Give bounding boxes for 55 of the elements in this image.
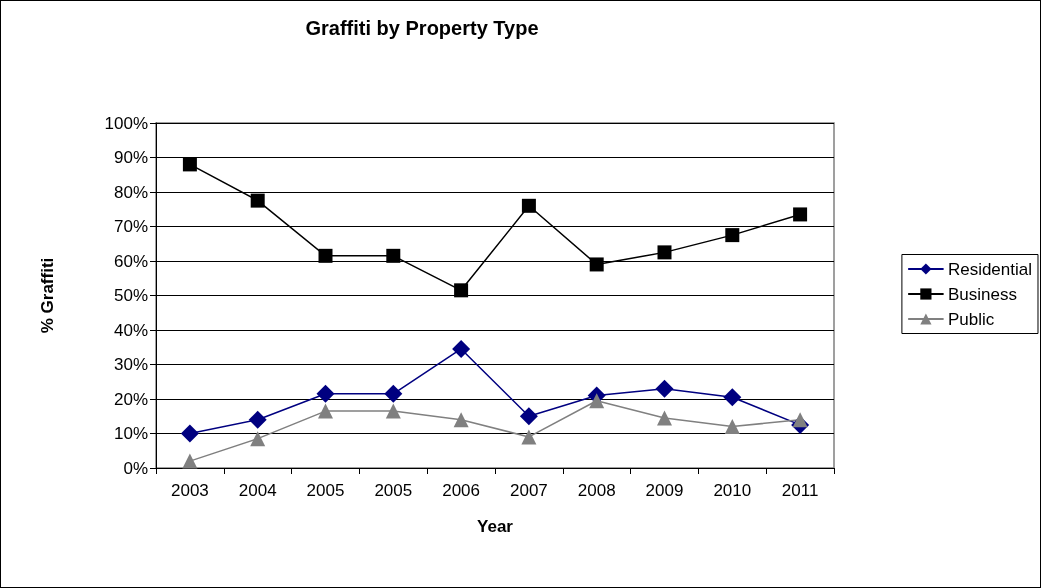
x-tick-label: 2010 [713, 481, 752, 500]
point [519, 407, 538, 426]
point [250, 193, 265, 208]
x-tick-label: 2008 [577, 481, 616, 500]
point [589, 257, 604, 272]
point [724, 419, 740, 435]
point [385, 403, 401, 419]
x-tick-label: 2005 [374, 481, 413, 500]
x-tick-label: 2009 [645, 481, 684, 500]
point [521, 429, 537, 445]
y-tick-label: 10% [113, 424, 148, 443]
legend-label: Residential [947, 259, 1033, 279]
chart-title: Graffiti by Property Type [305, 17, 539, 39]
y-tick-label: 20% [113, 389, 148, 409]
point [384, 384, 403, 403]
point [182, 157, 197, 172]
y-tick-label: 50% [113, 286, 148, 305]
y-tick-label: 80% [113, 182, 148, 202]
legend-label: Business [947, 284, 1017, 304]
point [657, 410, 672, 426]
point [316, 384, 335, 403]
y-tick-label: 90% [113, 148, 148, 167]
point [521, 198, 536, 213]
point [454, 283, 469, 298]
point [453, 412, 469, 428]
point [723, 388, 742, 407]
point [589, 393, 605, 409]
x-tick-label: 2004 [238, 481, 277, 500]
x-tick-label: 2007 [509, 481, 548, 500]
y-axis-title: % Graffiti [38, 257, 57, 334]
x-tick-label: 2011 [781, 481, 819, 500]
point [793, 207, 808, 222]
x-tick-label: 2003 [170, 481, 209, 500]
point [318, 403, 333, 419]
point [182, 453, 198, 469]
point [657, 245, 672, 260]
y-tick-label: 30% [113, 355, 148, 374]
x-tick-label: 2005 [306, 481, 345, 500]
y-tick-label: 60% [113, 251, 148, 271]
legend-label: Public [947, 309, 995, 329]
y-tick-label: 70% [113, 217, 148, 236]
point [792, 412, 808, 428]
y-tick-label: 0% [123, 458, 148, 478]
point [386, 248, 401, 263]
point [655, 379, 674, 398]
point [452, 339, 471, 358]
y-tick-label: 40% [113, 320, 148, 340]
x-tick-label: 2006 [442, 481, 481, 500]
point [250, 431, 266, 447]
point [725, 228, 740, 243]
point [318, 248, 333, 263]
x-axis-title: Year [477, 517, 514, 536]
y-tick-label: 100% [104, 113, 148, 133]
point [248, 410, 267, 429]
point [180, 424, 199, 443]
